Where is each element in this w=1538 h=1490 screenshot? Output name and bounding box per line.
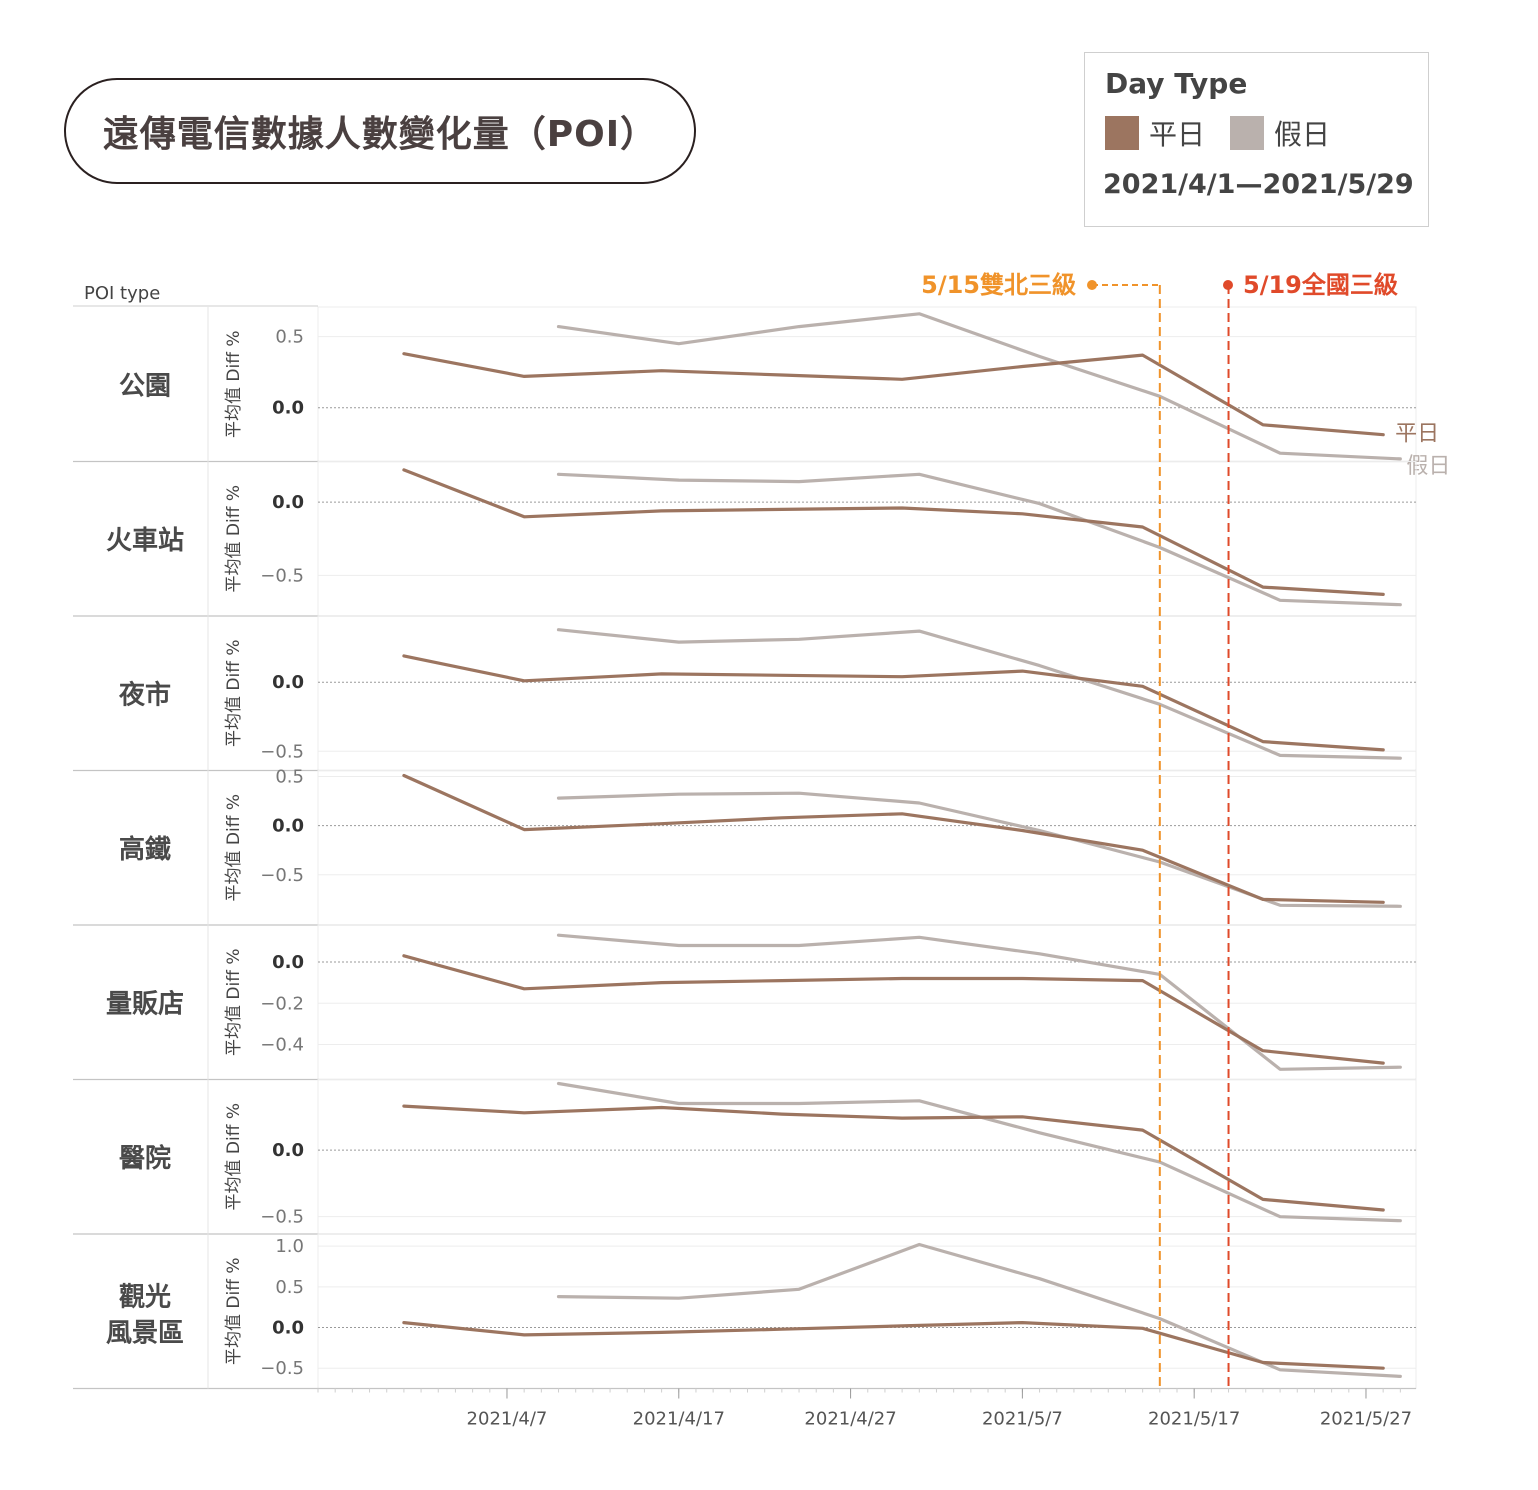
x-tick-label: 2021/4/27 [804, 1409, 896, 1430]
series-line-weekday [402, 954, 1385, 1065]
annotation-marker [1223, 280, 1233, 290]
y-tick-label: −0.5 [260, 565, 304, 586]
y-tick-label: 0.0 [272, 398, 304, 419]
row-label: 火車站 [106, 526, 184, 556]
y-axis-title: 平均值 Diff % [224, 1258, 244, 1366]
series-line-weekend [556, 791, 1402, 908]
y-axis-title: 平均值 Diff % [224, 794, 244, 902]
y-axis-title: 平均值 Diff % [224, 331, 244, 439]
legend-title: Day Type [1105, 67, 1248, 100]
panel-frame [317, 1233, 1417, 1389]
row-label: 高鐵 [119, 834, 171, 865]
row-label: 風景區 [106, 1318, 184, 1348]
legend-item-weekend[interactable]: 假日 [1230, 113, 1330, 153]
y-tick-label: 1.0 [275, 1236, 304, 1257]
x-tick-label: 2021/5/7 [982, 1409, 1063, 1430]
y-tick-label: −0.5 [260, 1358, 304, 1379]
panel-frame [317, 461, 1417, 617]
series-line-weekend [556, 472, 1402, 607]
series-line-weekend [556, 628, 1402, 760]
row-label: 醫院 [119, 1143, 171, 1174]
series-end-label-weekday: 平日 [1395, 422, 1439, 447]
panel-frame [317, 770, 1417, 926]
legend-date-range: 2021/4/1—2021/5/29 [1103, 169, 1414, 200]
chart-title: 遠傳電信數據人數變化量（POI） [102, 114, 658, 155]
y-axis-title: 平均值 Diff % [224, 1103, 244, 1211]
annotation-marker [1087, 280, 1097, 290]
series-line-weekend [556, 312, 1402, 461]
y-tick-label: 0.5 [275, 327, 304, 348]
y-tick-label: 0.0 [272, 816, 304, 837]
series-line-weekday [402, 468, 1385, 597]
y-axis-title: 平均值 Diff % [224, 640, 244, 748]
row-header-label: POI type [84, 283, 160, 304]
annotation-label: 5/19全國三級 [1243, 271, 1398, 299]
y-tick-label: 0.0 [272, 1318, 304, 1339]
x-tick-label: 2021/5/27 [1320, 1409, 1412, 1430]
series-line-weekday [402, 352, 1385, 437]
legend-label-weekend: 假日 [1274, 118, 1331, 151]
series-line-weekday [402, 654, 1385, 752]
y-tick-label: 0.0 [272, 952, 304, 973]
y-tick-label: −0.4 [260, 1035, 304, 1056]
series-line-weekday [402, 1320, 1385, 1370]
panel-frame [317, 615, 1417, 771]
y-tick-label: −0.5 [260, 1207, 304, 1228]
y-tick-label: 0.0 [272, 492, 304, 513]
x-tick-label: 2021/4/7 [467, 1409, 548, 1430]
row-label: 公園 [119, 371, 171, 401]
y-tick-label: 0.0 [272, 1140, 304, 1161]
y-tick-label: −0.5 [260, 741, 304, 762]
panel-frame [317, 924, 1417, 1080]
series-line-weekend [556, 1242, 1402, 1379]
legend-swatch-weekday [1105, 116, 1139, 150]
series-line-weekend [556, 933, 1402, 1071]
y-axis-title: 平均值 Diff % [224, 485, 244, 593]
x-tick-label: 2021/4/17 [633, 1409, 725, 1430]
y-tick-label: −0.2 [260, 993, 304, 1014]
series-end-label-weekend: 假日 [1406, 454, 1450, 479]
legend-label-weekday: 平日 [1149, 118, 1206, 151]
annotation-label: 5/15雙北三級 [921, 271, 1076, 299]
legend-item-weekday[interactable]: 平日 [1105, 113, 1205, 153]
y-tick-label: 0.0 [272, 672, 304, 693]
legend: Day Type 平日 假日 2021/4/1—2021/5/29 [1084, 52, 1429, 227]
row-label: 夜市 [118, 679, 171, 710]
series-line-weekday [402, 1104, 1385, 1212]
series-line-weekday [402, 773, 1385, 904]
legend-swatch-weekend [1230, 116, 1264, 150]
chart-title-box: 遠傳電信數據人數變化量（POI） [64, 78, 696, 184]
x-tick-label: 2021/5/17 [1148, 1409, 1240, 1430]
y-tick-label: 0.5 [275, 1277, 304, 1298]
y-tick-label: −0.5 [260, 865, 304, 886]
y-tick-label: 0.5 [275, 766, 304, 787]
row-label: 量販店 [106, 989, 184, 1019]
row-label: 觀光 [119, 1282, 171, 1312]
y-axis-title: 平均值 Diff % [224, 949, 244, 1057]
